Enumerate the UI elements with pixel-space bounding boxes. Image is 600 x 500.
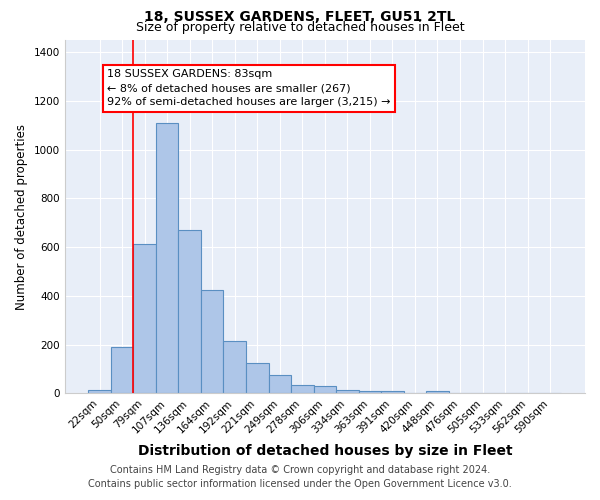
Text: 18, SUSSEX GARDENS, FLEET, GU51 2TL: 18, SUSSEX GARDENS, FLEET, GU51 2TL	[145, 10, 455, 24]
Bar	[381, 392, 404, 394]
Bar	[201, 290, 223, 394]
Bar	[156, 123, 178, 394]
Bar	[404, 392, 426, 394]
Bar	[178, 230, 201, 394]
Bar	[269, 375, 291, 394]
Bar	[111, 347, 133, 394]
Text: Size of property relative to detached houses in Fleet: Size of property relative to detached ho…	[136, 21, 464, 34]
Bar	[133, 244, 156, 394]
Bar	[426, 390, 449, 394]
Y-axis label: Number of detached properties: Number of detached properties	[15, 124, 28, 310]
Bar	[336, 390, 359, 394]
Bar	[88, 390, 111, 394]
Bar	[314, 386, 336, 394]
Bar	[291, 385, 314, 394]
Bar	[223, 341, 246, 394]
Bar	[246, 363, 269, 394]
Bar	[359, 391, 381, 394]
X-axis label: Distribution of detached houses by size in Fleet: Distribution of detached houses by size …	[137, 444, 512, 458]
Text: Contains HM Land Registry data © Crown copyright and database right 2024.
Contai: Contains HM Land Registry data © Crown c…	[88, 465, 512, 489]
Text: 18 SUSSEX GARDENS: 83sqm
← 8% of detached houses are smaller (267)
92% of semi-d: 18 SUSSEX GARDENS: 83sqm ← 8% of detache…	[107, 70, 391, 108]
